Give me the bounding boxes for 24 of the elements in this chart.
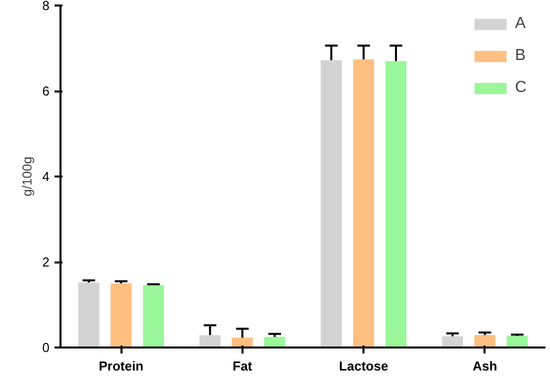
legend-label: C xyxy=(515,79,528,97)
legend-label: B xyxy=(515,47,527,65)
y-tick-label: 6 xyxy=(42,84,50,98)
x-tick-label: Ash xyxy=(472,358,498,374)
y-tick-label: 8 xyxy=(42,0,50,13)
bar xyxy=(142,285,164,348)
legend-label: A xyxy=(515,15,527,33)
x-tick-label: Protein xyxy=(98,358,144,374)
bar xyxy=(200,335,221,348)
bar xyxy=(385,61,406,348)
bar xyxy=(474,335,496,348)
bar xyxy=(320,60,342,348)
bar xyxy=(353,59,374,348)
bar xyxy=(232,338,253,348)
x-tick-label: Fat xyxy=(232,358,253,374)
x-tick-label: Lactose xyxy=(339,358,388,374)
bar xyxy=(78,282,100,348)
bar xyxy=(506,336,528,348)
y-tick-label: 0 xyxy=(42,340,50,355)
y-tick-label: 2 xyxy=(42,254,50,270)
y-tick-label: 4 xyxy=(42,169,50,184)
bar xyxy=(442,336,464,348)
y-axis-title: g/100g xyxy=(19,156,34,196)
bar xyxy=(110,283,132,348)
